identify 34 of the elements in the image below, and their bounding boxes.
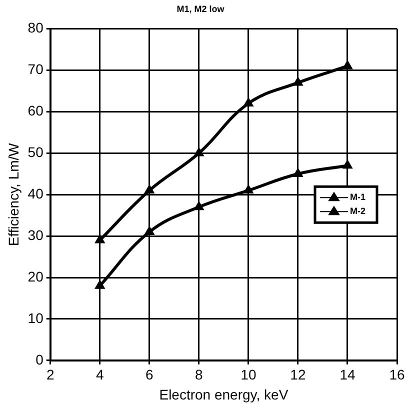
y-tick-label: 10 (28, 310, 44, 326)
x-tick-label: 12 (290, 366, 306, 383)
point (342, 160, 352, 169)
y-tick-label: 50 (28, 144, 44, 160)
x-tick-label: 14 (340, 366, 356, 383)
x-tick-label: 16 (389, 366, 405, 383)
point (194, 148, 204, 156)
x-tick-label: 6 (146, 366, 154, 383)
x-tick-label: 10 (240, 366, 256, 383)
point (94, 234, 105, 244)
point (144, 184, 154, 194)
chart-title: M1, M2 low (176, 4, 226, 14)
point (293, 168, 303, 177)
y-axis-title: Efficiency, Lm/W (5, 142, 22, 246)
x-tick-label: 2 (46, 366, 54, 383)
x-tick-label: 8 (195, 366, 204, 383)
legend-label: M-1 (350, 192, 366, 202)
y-tick-label: 60 (28, 102, 44, 119)
x-axis-title: Electron energy, keV (159, 386, 289, 402)
legend-label: M-2 (350, 206, 366, 216)
y-tick-label: 40 (28, 185, 44, 202)
y-tick-label: 80 (28, 20, 44, 36)
point (144, 226, 154, 236)
x-tick-label: 4 (96, 366, 104, 383)
point (194, 201, 204, 210)
point (94, 280, 105, 289)
point (342, 60, 352, 70)
point (244, 184, 254, 194)
y-tick-label: 20 (28, 268, 44, 284)
point (293, 77, 303, 86)
y-tick-label: 70 (28, 61, 44, 78)
y-tick-label: 0 (36, 351, 44, 368)
y-tick-label: 30 (28, 226, 44, 243)
point (244, 98, 254, 107)
